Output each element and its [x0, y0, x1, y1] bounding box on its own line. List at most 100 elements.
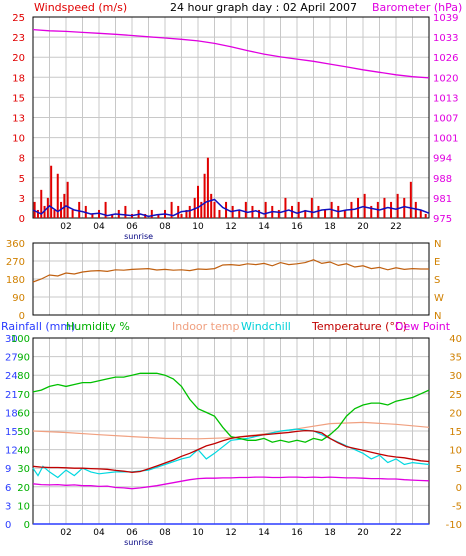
wind-gust-bar: [317, 205, 320, 218]
compass-tick-label: N: [434, 311, 441, 322]
x-tick-label: 18: [324, 528, 336, 538]
rain-tick-label: 18: [5, 408, 18, 419]
x-tick-label: 04: [93, 528, 105, 538]
wind-gust-bar: [66, 181, 69, 218]
baro-tick-label: 1026: [433, 53, 458, 64]
temp-tick-label: 35: [449, 353, 462, 364]
baro-tick-label: 1033: [433, 33, 458, 44]
direction-tick-label: 0: [19, 311, 25, 322]
x-tick-label: 12: [225, 222, 236, 232]
indoor-temp-line: [32, 421, 430, 440]
x-tick-label: 06: [126, 528, 138, 538]
humidity-tick-label: 70: [17, 390, 30, 401]
baro-tick-label: 1013: [433, 93, 458, 104]
baro-tick-label: 1020: [433, 73, 458, 84]
wind-gust-bar: [200, 201, 203, 218]
direction-tick-label: 180: [6, 275, 25, 286]
wind-gust-bar: [124, 205, 127, 218]
compass-tick-label: S: [434, 275, 440, 286]
x-tick-label: 02: [60, 222, 71, 232]
x-tick-label: 22: [390, 222, 401, 232]
wind-tick-label: 13: [12, 114, 25, 125]
wind-gust-bar: [40, 189, 43, 218]
temp-tick-label: 25: [449, 390, 462, 401]
humidity-line: [32, 372, 430, 443]
sunrise-label: sunrise: [124, 232, 153, 241]
temp-tick-label: 0: [456, 483, 462, 494]
rain-tick-label: 30: [5, 334, 18, 345]
baro-tick-label: 1039: [433, 13, 458, 24]
x-tick-label: 08: [159, 222, 171, 232]
wind-gust-bar: [78, 201, 81, 218]
temp-tick-label: -10: [446, 520, 462, 531]
wind-tick-label: 23: [12, 33, 25, 44]
wind-gust-bar: [310, 197, 313, 218]
wind-gust-bar: [104, 201, 107, 218]
wind-gust-bar: [185, 209, 188, 218]
x-tick-label: 18: [324, 222, 336, 232]
humidity-tick-label: 80: [17, 371, 30, 382]
wind-gust-bar: [284, 197, 287, 218]
rain-tick-label: 3: [5, 501, 11, 512]
humidity-tick-label: 30: [17, 464, 30, 475]
wind-gust-bar: [177, 205, 180, 218]
wind-gust-bar: [390, 201, 393, 218]
wind-tick-label: 15: [12, 93, 25, 104]
wind-gust-bar: [238, 209, 241, 218]
baro-tick-label: 1001: [433, 134, 458, 145]
wind-gust-bar: [71, 209, 74, 218]
barometer-axis-title: Barometer (hPa): [372, 1, 462, 14]
humidity-tick-label: 50: [17, 427, 30, 438]
humidity-tick-label: 60: [17, 408, 30, 419]
x-tick-label: 10: [192, 222, 204, 232]
wind-gust-bar: [370, 205, 373, 218]
windchill-line: [32, 428, 430, 479]
wind-gust-bar: [297, 201, 300, 218]
x-tick-label: 12: [225, 528, 236, 538]
legend-indoor-temp: Indoor temp: [172, 320, 239, 333]
wind-barometer-panel: 0358101315182023259759819889941001100710…: [12, 13, 458, 241]
direction-tick-label: 90: [12, 293, 25, 304]
plot-frame: [32, 16, 430, 219]
rain-tick-label: 27: [5, 353, 18, 364]
rain-tick-label: 15: [5, 427, 18, 438]
baro-tick-label: 975: [433, 214, 452, 225]
wind-gust-bar: [277, 209, 280, 218]
compass-tick-label: N: [434, 239, 441, 250]
temp-humidity-panel: 0369121518212427300102030405060708090100…: [5, 334, 462, 547]
wind-tick-label: 3: [19, 194, 25, 205]
graph-title: 24 hour graph day : 02 April 2007: [170, 1, 357, 14]
wind-gust-bar: [324, 209, 327, 218]
wind-gust-bar: [91, 213, 94, 218]
baro-tick-label: 994: [433, 154, 452, 165]
temp-tick-label: 40: [449, 334, 462, 345]
humidity-tick-label: 100: [11, 334, 30, 345]
x-tick-label: 10: [192, 528, 204, 538]
avg-wind-line: [32, 198, 430, 218]
plot-frame: [32, 242, 430, 316]
wind-gust-bar: [50, 165, 53, 218]
humidity-tick-label: 0: [24, 520, 30, 531]
wind-gust-bar: [193, 197, 196, 218]
x-tick-label: 22: [390, 528, 401, 538]
wind-gust-bar: [206, 157, 209, 218]
wind-gust-bar: [414, 201, 417, 218]
baro-tick-label: 1007: [433, 114, 458, 125]
wind-gust-bar: [203, 173, 206, 218]
x-tick-label: 14: [258, 528, 270, 538]
x-tick-label: 20: [357, 222, 369, 232]
legend-windchill: Windchill: [241, 320, 291, 333]
temp-tick-label: 30: [449, 371, 462, 382]
wind-gust-bar: [424, 213, 427, 218]
x-tick-label: 04: [93, 222, 105, 232]
x-tick-label: 06: [126, 222, 138, 232]
rain-tick-label: 0: [5, 520, 11, 531]
legend-dew-point: Dew Point: [395, 320, 451, 333]
wind-tick-label: 10: [12, 134, 25, 145]
wind-gust-bar: [409, 181, 412, 218]
legend-humidity: Humidity %: [66, 320, 130, 333]
dew-point-line: [32, 476, 430, 490]
wind-gust-bar: [264, 201, 267, 218]
wind-gust-bar: [111, 213, 114, 218]
